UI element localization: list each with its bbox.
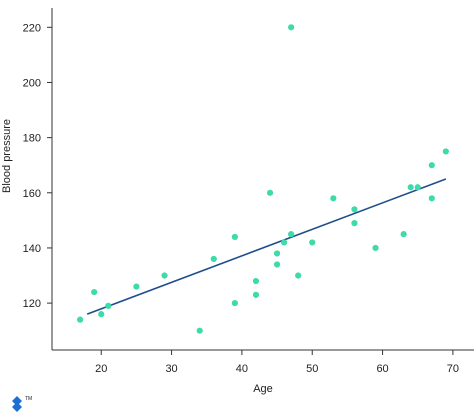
y-tick-label: 140 [23,243,41,255]
y-tick-label: 200 [23,77,41,89]
data-point [161,272,168,279]
data-point [330,195,337,202]
x-axis-title: Age [253,383,273,395]
data-point [231,300,238,307]
y-tick-label: 120 [23,298,41,310]
trendline [86,178,447,315]
data-point [288,231,295,238]
data-point [77,316,84,323]
data-point [428,162,435,169]
data-point [372,244,379,252]
data-point [196,327,203,334]
ticks: 20 30 40 50 60 70 120 140 160 180 200 220 [23,22,459,375]
data-point [210,255,217,263]
data-point [252,277,260,285]
data-point [231,233,238,241]
data-point [428,195,435,202]
data-point [98,311,105,318]
data-point [407,184,414,191]
data-point [414,184,421,191]
y-tick-label: 160 [23,188,41,200]
x-tick-label: 40 [236,363,248,375]
data-point [273,250,281,257]
data-point [273,261,281,268]
y-tick-label: 220 [23,22,41,34]
y-tick-label: 180 [23,133,41,145]
data-point [281,239,288,246]
data-point [91,288,98,296]
data-point [133,283,140,290]
y-axis-title: Blood pressure [1,119,13,193]
data-point [400,231,407,238]
x-tick-label: 60 [376,363,388,375]
data-point [351,206,358,213]
data-points [77,24,449,334]
x-tick-label: 30 [165,363,177,375]
data-point [295,272,302,279]
toptal-logo-icon: TM [12,396,32,412]
data-point [309,239,316,246]
data-point [351,220,358,227]
x-tick-label: 70 [447,363,459,375]
data-point [252,291,260,298]
data-point [105,302,112,309]
data-point [442,148,449,155]
data-point [288,24,295,31]
axes [51,8,474,351]
x-tick-label: 50 [306,363,318,375]
trendline-group [86,178,447,315]
data-point [266,189,274,196]
logo-trademark: TM [25,396,32,402]
x-tick-label: 20 [95,363,107,375]
